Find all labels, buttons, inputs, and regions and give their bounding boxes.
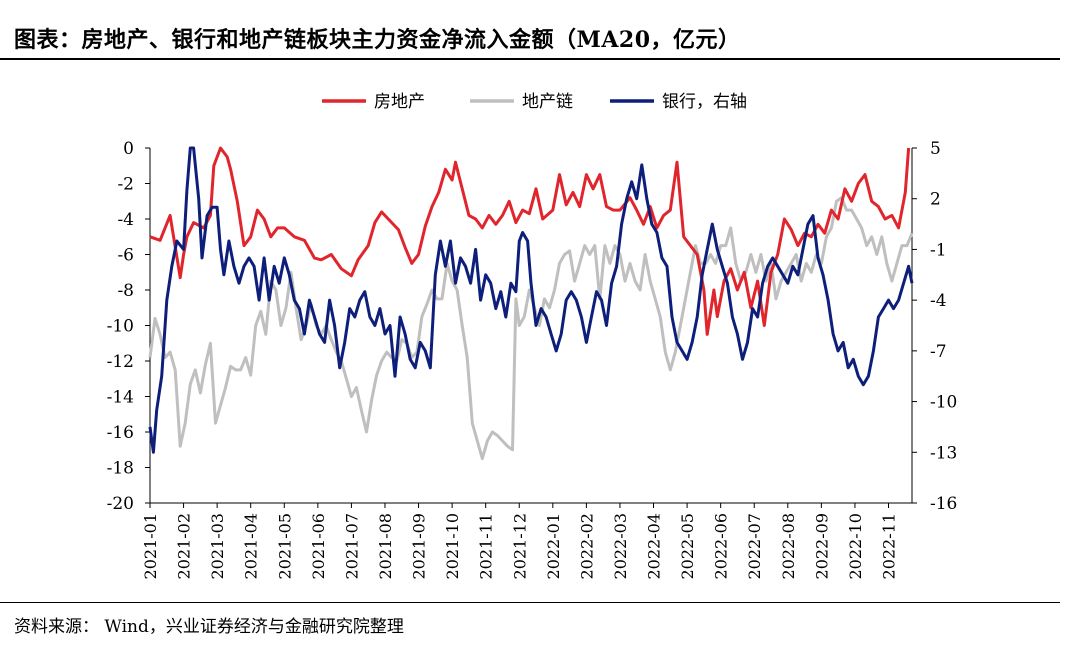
x-tick-label: 2022-03 xyxy=(611,513,630,579)
x-tick-label: 2021-04 xyxy=(242,513,261,579)
x-tick-label: 2022-04 xyxy=(645,513,664,579)
chart-series xyxy=(148,146,914,461)
legend-label-0: 房地产 xyxy=(374,92,425,112)
series-line-bank xyxy=(148,146,914,454)
y-left-tick-label: -2 xyxy=(117,175,134,195)
x-tick-label: 2021-07 xyxy=(342,513,361,579)
y-right-tick-label: 5 xyxy=(930,139,941,159)
x-tick-label: 2022-06 xyxy=(712,513,731,579)
x-tick-label: 2022-05 xyxy=(678,513,697,579)
y-right-tick-label: 2 xyxy=(930,190,941,210)
x-tick-label: 2021-08 xyxy=(376,513,395,579)
x-tick-label: 2021-12 xyxy=(510,513,529,579)
chart-legend: 房地产 地产链 银行，右轴 xyxy=(322,92,747,112)
x-tick-label: 2022-09 xyxy=(812,513,831,579)
y-right-tick-label: -1 xyxy=(930,240,947,260)
x-tick-label: 2022-10 xyxy=(846,513,865,579)
x-tick-label: 2022-01 xyxy=(544,513,563,579)
title-divider xyxy=(0,58,1060,60)
y-left-tick-label: -20 xyxy=(107,494,134,514)
x-tick-label: 2022-02 xyxy=(577,513,596,579)
y-left-tick-label: -12 xyxy=(107,352,134,372)
x-tick-label: 2022-07 xyxy=(745,513,764,579)
y-right-tick-label: -13 xyxy=(930,443,957,463)
x-tick-label: 2021-06 xyxy=(309,513,328,579)
chart-axes: 0 -2 -4 -6 -8 -10 -12 -14 -16 -18 -20 5 2 -1 -4 -7 -10 -1… xyxy=(107,139,958,579)
x-tick-label: 2021-10 xyxy=(443,513,462,579)
y-left-tick-label: -14 xyxy=(107,388,134,408)
x-tick-label: 2021-09 xyxy=(410,513,429,579)
source-note: 资料来源： Wind，兴业证券经济与金融研究院整理 xyxy=(14,617,404,637)
line-chart: 房地产 地产链 银行，右轴 0-2-4-6-8-10-12-14-16-18-205… xyxy=(107,92,958,579)
series-line-real-estate xyxy=(149,146,911,336)
series-line-supply-chain xyxy=(148,196,914,461)
y-left-tick-label: -10 xyxy=(107,317,134,337)
y-left-tick-label: -6 xyxy=(117,246,134,266)
y-left-tick-label: -16 xyxy=(107,423,134,443)
y-right-tick-label: -4 xyxy=(930,291,947,311)
y-right-tick-label: -7 xyxy=(930,342,947,362)
y-right-tick-label: -10 xyxy=(930,393,957,413)
y-left-tick-label: -4 xyxy=(117,210,134,230)
legend-label-2: 银行，右轴 xyxy=(662,92,747,112)
x-tick-label: 2021-11 xyxy=(477,513,496,579)
x-tick-label: 2022-08 xyxy=(779,513,798,579)
y-left-tick-label: -18 xyxy=(107,459,134,479)
source-divider xyxy=(0,602,1060,603)
x-tick-label: 2021-02 xyxy=(175,513,194,579)
x-tick-label: 2022-11 xyxy=(880,513,899,579)
x-tick-label: 2021-03 xyxy=(208,513,227,579)
y-right-tick-label: -16 xyxy=(930,494,957,514)
y-left-tick-label: -8 xyxy=(117,281,134,301)
legend-label-1: 地产链 xyxy=(522,92,573,112)
x-tick-label: 2021-01 xyxy=(141,513,160,579)
y-left-tick-label: 0 xyxy=(123,139,134,159)
chart-title: 图表：房地产、银行和地产链板块主力资金净流入金额（MA20，亿元） xyxy=(14,27,741,53)
x-tick-label: 2021-05 xyxy=(275,513,294,579)
